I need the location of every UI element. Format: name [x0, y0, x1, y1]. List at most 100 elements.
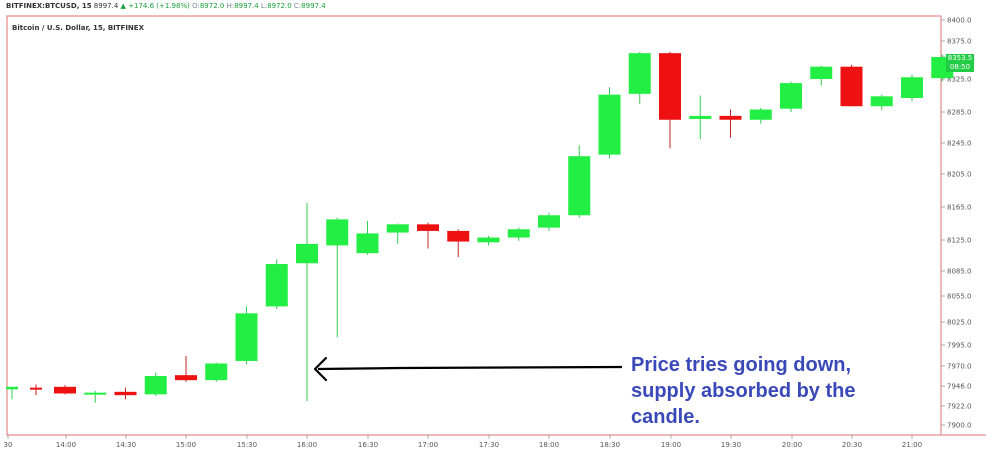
- candle-body: [326, 219, 349, 246]
- time-axis[interactable]: 30 14:00 14:30 15:00 15:30 16:00 16:30 17:00 17:…: [4, 435, 923, 449]
- candle-body: [235, 313, 258, 361]
- x-tick-label: 30: [4, 441, 13, 449]
- y-tick-label: 8085.0: [947, 268, 972, 276]
- chart-title: Bitcoin / U.S. Dollar, 15, BITFINEX: [12, 24, 145, 32]
- x-tick-label: 21:00: [902, 441, 922, 449]
- y-tick-label: 7922.0: [947, 403, 972, 411]
- candle-body: [30, 387, 42, 390]
- candle: [598, 87, 621, 159]
- candle: [386, 223, 409, 244]
- candle: [205, 362, 228, 382]
- y-tick-label: 8245.0: [947, 140, 972, 148]
- candle: [175, 355, 197, 382]
- candle: [265, 259, 288, 309]
- candle: [356, 221, 379, 255]
- symbol-header: BITFINEX:BTCUSD, 15 8997.4 ▲ +174.6 (+1.…: [6, 2, 326, 14]
- candle: [810, 65, 833, 86]
- price-change: ▲ +174.6 (+1.98%): [120, 2, 190, 10]
- candle-body: [628, 53, 651, 94]
- candle-body: [417, 224, 439, 231]
- x-tick-label: 16:30: [358, 441, 378, 449]
- candle-body: [84, 392, 107, 395]
- candle-body: [205, 363, 228, 381]
- annotation-line: supply absorbed by the: [631, 380, 856, 402]
- x-tick-label: 18:30: [600, 441, 620, 449]
- x-tick-label: 15:00: [176, 441, 196, 449]
- x-tick-label: 15:30: [237, 441, 257, 449]
- candle: [901, 74, 923, 102]
- arrow-shaft: [317, 365, 623, 371]
- candle: [870, 94, 893, 111]
- y-tick-label: 7900.0: [947, 422, 972, 430]
- x-tick-label: 17:30: [479, 441, 499, 449]
- candle: [296, 202, 318, 401]
- candle: [30, 384, 42, 396]
- candle: [780, 81, 802, 112]
- chart-frame: [6, 15, 986, 436]
- y-tick-label: 7970.0: [947, 363, 972, 371]
- price-axis[interactable]: 8400.08375.08350.08325.08285.08245.08205…: [941, 17, 972, 430]
- candle: [568, 145, 591, 218]
- high-value: 8997.4: [234, 2, 259, 10]
- candle-body: [54, 386, 76, 394]
- candle-body: [780, 83, 802, 109]
- candle: [144, 372, 167, 396]
- x-tick-label: 14:30: [116, 441, 136, 449]
- low-value: 8972.0: [267, 2, 292, 10]
- candle-body: [175, 375, 197, 381]
- x-tick-label: 20:00: [782, 441, 802, 449]
- y-tick-label: 8400.0: [947, 17, 972, 25]
- y-tick-label: 8205.0: [947, 171, 972, 179]
- symbol-label: BITFINEX:BTCUSD, 15: [6, 2, 92, 10]
- candle-body: [659, 53, 681, 120]
- candle: [447, 229, 470, 258]
- y-tick-label: 7946.0: [947, 383, 972, 391]
- candle-body: [598, 94, 621, 155]
- candle-body: [507, 229, 530, 238]
- candle: [719, 109, 742, 138]
- candle-body: [477, 237, 500, 243]
- ohlc-values: O:8972.0 H:8997.4 L:8972.0 C:8997.4: [192, 2, 326, 10]
- candles: [6, 51, 954, 403]
- candle: [477, 235, 500, 246]
- x-tick-label: 20:30: [842, 441, 862, 449]
- annotation-line: candle.: [631, 406, 700, 428]
- candle: [54, 385, 76, 395]
- open-value: 8972.0: [199, 2, 225, 10]
- candle: [689, 95, 712, 140]
- y-tick-label: 8165.0: [947, 204, 972, 212]
- annotation-text: Price tries going down, supply absorbed …: [631, 352, 931, 430]
- candle: [659, 51, 681, 149]
- candle-body: [296, 243, 318, 264]
- candle-body: [870, 96, 893, 107]
- candle: [507, 227, 530, 241]
- candle: [114, 387, 137, 400]
- y-tick-label: 8325.0: [947, 76, 972, 84]
- y-tick-label: 8285.0: [947, 109, 972, 117]
- candle-body: [538, 215, 560, 228]
- y-tick-label: 8055.0: [947, 293, 972, 301]
- candle: [235, 306, 258, 365]
- candle-body: [144, 376, 167, 395]
- candle-body: [447, 230, 470, 242]
- candle-body: [719, 115, 742, 120]
- last-price: 8997.4: [93, 2, 119, 10]
- x-tick-label: 18:00: [539, 441, 559, 449]
- y-tick-label: 8125.0: [947, 237, 972, 245]
- close-value: 8997.4: [301, 2, 326, 10]
- candle: [6, 386, 18, 400]
- annotation-line: Price tries going down,: [631, 354, 852, 376]
- last-price-tag: 8353.5 08:50: [946, 54, 974, 72]
- annotation-arrow: [313, 356, 623, 382]
- candle-body: [265, 264, 288, 307]
- candle: [326, 217, 349, 338]
- candle-body: [568, 156, 591, 216]
- candle: [840, 64, 863, 107]
- y-tick-label: 8375.0: [947, 38, 972, 46]
- candle: [417, 222, 439, 249]
- candle-body: [749, 109, 772, 120]
- candle: [84, 391, 107, 403]
- candle-body: [689, 115, 712, 119]
- arrow-head: [313, 356, 328, 382]
- y-tick-label: 7995.0: [947, 342, 972, 350]
